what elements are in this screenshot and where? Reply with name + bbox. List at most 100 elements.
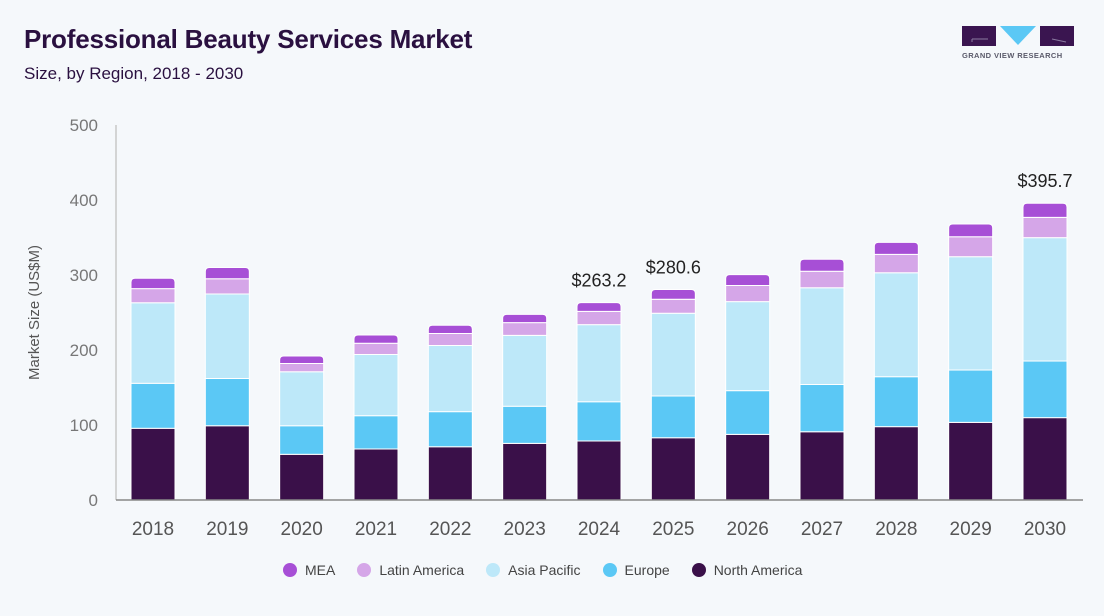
bar-segment-north-america (204, 425, 250, 501)
bar-segment-latin-america (948, 236, 994, 258)
bar-segment-north-america (130, 427, 176, 501)
y-tick-label: 500 (70, 116, 98, 135)
bar-segment-mea (502, 313, 548, 324)
data-label-total: $263.2 (571, 271, 626, 291)
legend-item-asia-pacific[interactable]: Asia Pacific (486, 562, 581, 578)
legend-label: North America (713, 562, 803, 578)
bar-segment-europe (1022, 360, 1068, 419)
bar-segment-asia-pacific (576, 324, 622, 403)
legend-label: Asia Pacific (508, 562, 581, 578)
x-tick-label: 2030 (1024, 519, 1066, 540)
x-tick-label: 2029 (950, 519, 992, 540)
y-axis-title: Market Size (US$M) (26, 245, 43, 380)
x-tick-label: 2023 (504, 519, 546, 540)
y-tick-label: 300 (70, 266, 98, 285)
bar-segment-asia-pacific (948, 256, 994, 371)
chart-legend: MEA Latin America Asia Pacific Europe North … (283, 562, 824, 578)
bar-segment-mea (427, 324, 473, 334)
legend-item-north-america[interactable]: North America (691, 562, 803, 578)
bar-segment-europe (427, 411, 473, 448)
legend-swatch (602, 563, 617, 577)
legend-swatch (691, 563, 706, 577)
chart-subtitle: Size, by Region, 2018 - 2030 (24, 64, 244, 83)
bar-segment-europe (725, 390, 771, 435)
bar-segment-north-america (725, 433, 771, 501)
bar-segment-mea (130, 277, 176, 290)
x-tick-label: 2025 (652, 519, 694, 540)
y-tick-label: 0 (89, 491, 98, 510)
legend-swatch (357, 563, 372, 577)
bar-segment-mea (1022, 202, 1068, 218)
bar-segment-north-america (502, 442, 548, 501)
bar-segment-latin-america (725, 285, 771, 303)
bar-segment-europe (948, 369, 994, 423)
x-tick-label: 2021 (355, 519, 397, 540)
bar-segment-mea (873, 241, 919, 255)
bar-segment-north-america (799, 431, 845, 501)
x-tick-label: 2024 (578, 519, 621, 540)
bar-segment-asia-pacific (873, 272, 919, 378)
bar-segment-latin-america (873, 253, 919, 274)
grand-view-research-logo (962, 26, 1074, 46)
bar-segment-mea (948, 223, 994, 238)
bar-segment-latin-america (130, 288, 176, 304)
bar-segment-asia-pacific (204, 293, 250, 380)
legend-swatch (283, 563, 297, 577)
bar-segment-latin-america (1022, 216, 1068, 239)
bar-segment-mea (650, 289, 696, 300)
bar-segment-europe (204, 378, 250, 427)
bar-segment-latin-america (204, 278, 250, 295)
bar-segment-north-america (279, 453, 325, 501)
bar-segment-north-america (427, 446, 473, 501)
x-tick-label: 2027 (801, 519, 843, 540)
bar-segment-europe (576, 401, 622, 442)
legend-item-mea[interactable]: MEA (283, 562, 335, 578)
bar-segment-asia-pacific (427, 345, 473, 413)
bar-segment-europe (502, 405, 548, 444)
bar-segment-asia-pacific (279, 371, 325, 427)
bar-segment-north-america (353, 448, 399, 501)
x-tick-label: 2026 (727, 519, 769, 540)
legend-label: MEA (305, 562, 336, 578)
x-tick-label: 2020 (281, 519, 323, 540)
bar-segment-europe (130, 382, 176, 429)
bar-segment-mea (725, 274, 771, 286)
logo-block-right (1040, 26, 1074, 46)
x-tick-label: 2018 (132, 519, 174, 540)
y-tick-label: 200 (70, 341, 98, 360)
bar-segment-europe (799, 384, 845, 433)
logo-text: GRAND VIEW RESEARCH (962, 51, 1063, 60)
bar-segment-latin-america (799, 270, 845, 289)
bar-segment-mea (353, 334, 399, 344)
legend-item-latin-america[interactable]: Latin America (357, 562, 464, 578)
legend-label: Europe (624, 562, 670, 578)
bar-segment-north-america (948, 421, 994, 501)
bar-segment-asia-pacific (725, 301, 771, 392)
y-tick-label: 100 (70, 416, 98, 435)
bar-segment-asia-pacific (1022, 237, 1068, 362)
logo-block-left (962, 26, 996, 46)
logo-triangle (1000, 26, 1036, 45)
bar-segment-latin-america (576, 310, 622, 326)
bar-segment-europe (353, 415, 399, 450)
bar-segment-europe (873, 376, 919, 428)
legend-swatch (486, 563, 501, 577)
data-label-total: $395.7 (1017, 171, 1072, 191)
bar-segment-latin-america (353, 342, 399, 355)
chart-title: Professional Beauty Services Market (24, 24, 473, 54)
bar-segment-europe (279, 425, 325, 455)
bar-segment-mea (204, 267, 250, 280)
bar-segment-mea (279, 355, 325, 364)
bar-segment-asia-pacific (353, 354, 399, 417)
bar-segment-asia-pacific (799, 287, 845, 385)
bar-segment-north-america (1022, 417, 1068, 501)
x-tick-label: 2019 (206, 519, 248, 540)
legend-item-europe[interactable]: Europe (602, 562, 670, 578)
bar-segment-north-america (650, 437, 696, 501)
bar-segment-latin-america (502, 322, 548, 336)
bar-segment-asia-pacific (650, 312, 696, 397)
bar-segment-latin-america (650, 298, 696, 314)
bar-segment-latin-america (279, 363, 325, 373)
x-tick-label: 2022 (429, 519, 471, 540)
